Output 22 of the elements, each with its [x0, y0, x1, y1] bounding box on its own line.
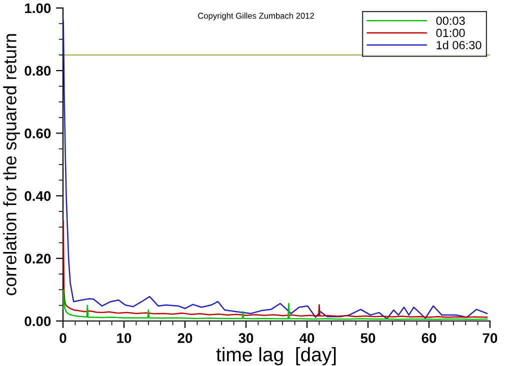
- legend-label: 01:00: [436, 28, 465, 38]
- annotation: Copyright Gilles Zumbach 2012: [198, 12, 314, 20]
- legend-label: 1d 06:30: [436, 40, 482, 50]
- y-tick-label: 0.60: [24, 128, 51, 138]
- y-tick-label: 0.00: [24, 316, 51, 326]
- line-series: [63, 289, 488, 320]
- x-tick-label: 40: [299, 333, 314, 344]
- legend-label: 00:03: [436, 16, 465, 25]
- x-axis-title: time lag [day]: [216, 347, 336, 366]
- x-tick-label: 0: [60, 333, 66, 344]
- y-tick-label: 0.40: [24, 191, 51, 201]
- x-tick-label: 30: [238, 333, 254, 344]
- x-tick-label: 20: [178, 333, 192, 344]
- x-tick-label: 50: [360, 333, 376, 344]
- y-tick-label: 1.00: [25, 3, 51, 14]
- line-series: [63, 220, 488, 318]
- y-tick-label: 0.80: [24, 66, 51, 76]
- x-tick-label: 60: [422, 333, 436, 344]
- x-tick-label: 10: [117, 333, 132, 344]
- y-tick-label: 0.20: [24, 254, 51, 264]
- y-axis-title: correlation for the squared return: [3, 34, 20, 296]
- x-tick-label: 70: [482, 333, 498, 344]
